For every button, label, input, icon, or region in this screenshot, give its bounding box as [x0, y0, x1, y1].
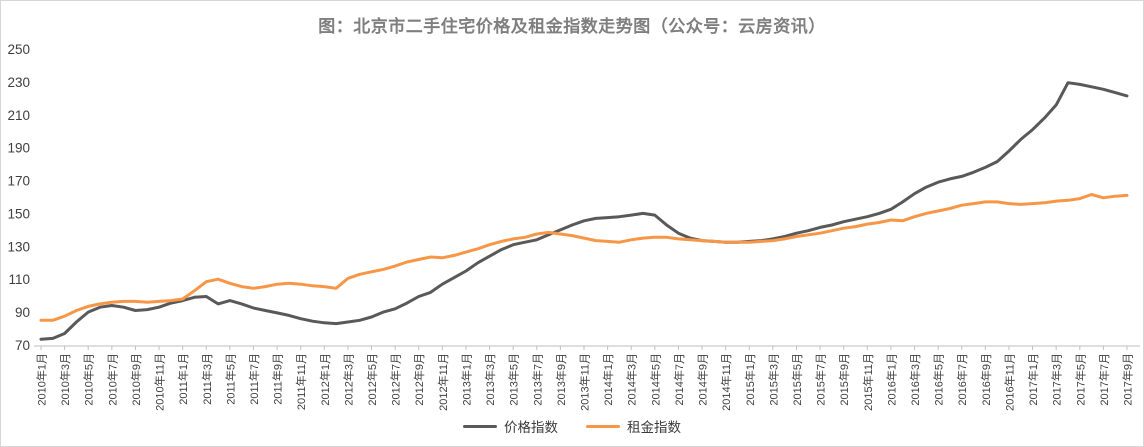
x-axis-tick-label: 2013年11月 [578, 353, 592, 411]
x-axis-tick-label: 2014年3月 [625, 353, 639, 406]
x-axis-tick-label: 2011年7月 [247, 353, 261, 405]
x-axis-tick-label: 2010年11月 [153, 353, 167, 411]
x-axis-tick-label: 2014年7月 [672, 353, 686, 406]
y-axis-tick-label: 210 [7, 108, 30, 123]
x-axis-tick-label: 2012年11月 [436, 353, 450, 411]
x-axis-tick-label: 2014年1月 [601, 353, 615, 406]
y-axis-tick-label: 70 [15, 338, 30, 353]
x-axis-tick-label: 2016年5月 [932, 353, 946, 406]
y-axis-tick-label: 150 [7, 206, 30, 221]
x-axis-tick-label: 2015年7月 [814, 353, 828, 406]
x-axis-tick-label: 2011年11月 [294, 353, 308, 410]
x-axis-tick-label: 2016年7月 [955, 353, 969, 406]
x-axis-tick-label: 2010年3月 [58, 353, 72, 406]
x-axis-tick-label: 2014年9月 [696, 353, 710, 406]
x-axis-tick-label: 2017年1月 [1026, 353, 1040, 406]
x-axis-tick-label: 2011年9月 [271, 353, 285, 405]
x-axis-tick-label: 2014年5月 [648, 353, 662, 406]
x-axis-tick-label: 2016年9月 [979, 353, 993, 406]
x-axis-tick-label: 2013年1月 [459, 353, 473, 406]
x-axis-tick-label: 2013年9月 [554, 353, 568, 406]
x-axis-tick-label: 2010年7月 [105, 353, 119, 406]
legend-label-rent-index: 租金指数 [627, 420, 681, 435]
x-axis-tick-label: 2015年9月 [837, 353, 851, 406]
x-axis-tick-label: 2017年5月 [1073, 353, 1087, 406]
x-axis-tick-label: 2011年3月 [200, 353, 214, 405]
price-index-line [39, 81, 1129, 341]
x-axis-tick-label: 2010年1月 [35, 353, 49, 406]
legend-item-price-index: 价格指数 [463, 416, 558, 436]
price-index-line-swatch [463, 424, 497, 428]
x-axis-tick-label: 2015年1月 [743, 353, 757, 406]
x-axis-tick-label: 2011年5月 [223, 353, 237, 405]
x-axis-tick-label: 2016年3月 [908, 353, 922, 406]
y-axis-tick-label: 110 [8, 272, 30, 287]
y-axis-tick-label: 250 [7, 42, 30, 57]
x-axis-tick-label: 2010年5月 [82, 353, 96, 406]
x-axis-tick-label: 2010年9月 [129, 353, 143, 406]
y-axis-tick-label: 170 [7, 174, 30, 189]
y-axis-tick-label: 230 [7, 75, 30, 90]
chart-title: 图：北京市二手住宅价格及租金指数走势图（公众号：云房资讯） [318, 17, 826, 36]
x-axis-tick-label: 2016年11月 [1002, 353, 1016, 411]
x-axis-tick-label: 2017年9月 [1121, 353, 1135, 406]
x-axis-tick-label: 2012年5月 [365, 353, 379, 406]
x-axis-tick-label: 2012年3月 [341, 353, 355, 406]
x-axis-tick-label: 2013年7月 [530, 353, 544, 406]
rent-index-line-swatch [586, 424, 620, 428]
rent-index-line [39, 193, 1129, 322]
x-axis-tick-label: 2012年1月 [318, 353, 332, 406]
chart-legend: 价格指数 租金指数 [1, 416, 1143, 436]
legend-label-price-index: 价格指数 [504, 420, 558, 435]
x-axis-tick-label: 2016年1月 [884, 353, 898, 406]
x-axis-tick-label: 2017年7月 [1097, 353, 1111, 406]
x-axis-tick-label: 2014年11月 [719, 353, 733, 411]
x-axis-tick-label: 2015年11月 [861, 353, 875, 411]
x-axis-tick-label: 2015年3月 [766, 353, 780, 406]
x-axis-tick-label: 2015年5月 [790, 353, 804, 406]
x-axis-tick-label: 2017年3月 [1050, 353, 1064, 406]
x-axis-tick-label: 2012年7月 [389, 353, 403, 406]
x-axis-tick-label: 2013年5月 [507, 353, 521, 406]
y-axis-tick-label: 90 [15, 305, 30, 320]
x-axis-tick-label: 2011年1月 [176, 353, 190, 405]
y-axis-tick-label: 190 [7, 141, 30, 156]
x-axis-tick-label: 2012年9月 [412, 353, 426, 406]
x-axis-tick-label: 2013年3月 [483, 353, 497, 406]
legend-item-rent-index: 租金指数 [586, 416, 681, 436]
y-axis-tick-label: 130 [7, 239, 30, 254]
